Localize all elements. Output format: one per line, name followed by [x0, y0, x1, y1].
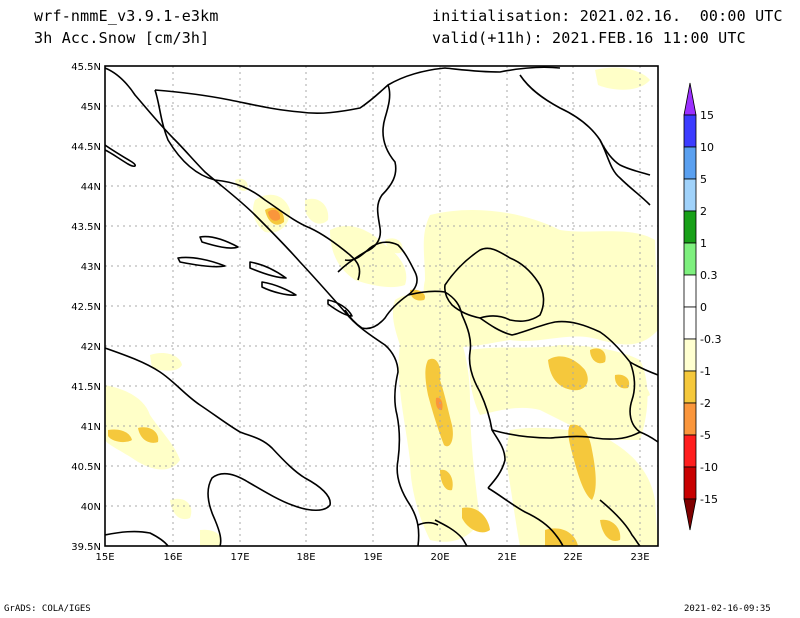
colorbar-label: -10: [700, 461, 718, 474]
init-time: initialisation: 2021.02.16. 00:00 UTC: [432, 7, 783, 25]
lat-label: 45N: [81, 102, 101, 113]
graticule: [105, 66, 658, 546]
colorbar-label: 10: [700, 141, 714, 154]
lat-label: 44N: [81, 182, 101, 193]
colorbar-swatch: [683, 114, 697, 148]
lat-label: 42N: [81, 342, 101, 353]
colorbar-label: 15: [700, 109, 714, 122]
credit-label: GrADS: COLA/IGES: [4, 604, 91, 614]
colorbar-swatch: [683, 434, 697, 468]
lat-label: 41.5N: [71, 382, 101, 393]
field-title: 3h Acc.Snow [cm/3h]: [34, 29, 210, 47]
snow-light-areas: [105, 67, 658, 546]
timestamp-label: 2021-02-16-09:35: [684, 604, 771, 614]
lat-label: 43N: [81, 262, 101, 273]
colorbar-label: 0.3: [700, 269, 718, 282]
lat-label: 42.5N: [71, 302, 101, 313]
colorbar-swatch: [683, 306, 697, 340]
colorbar-swatch: [683, 402, 697, 436]
lat-label: 39.5N: [71, 542, 101, 553]
colorbar-swatch: [683, 274, 697, 308]
longitude-labels: 15E 16E 17E 18E 19E 20E 21E 22E 23E: [95, 552, 649, 563]
lat-label: 41N: [81, 422, 101, 433]
colorbar-swatch: [683, 242, 697, 276]
lon-label: 17E: [230, 552, 249, 563]
colorbar-label: -2: [700, 397, 711, 410]
colorbar-label: -15: [700, 493, 718, 506]
lon-label: 23E: [630, 552, 649, 563]
valid-time: valid(+11h): 2021.FEB.16 11:00 UTC: [432, 29, 746, 47]
lon-label: 16E: [163, 552, 182, 563]
colorbar-swatch: [683, 146, 697, 180]
lon-label: 15E: [95, 552, 114, 563]
lon-label: 22E: [563, 552, 582, 563]
colorbar-labels: 15 10 5 2 1 0.3 0 -0.3 -1 -2 -5 -10 -15: [700, 109, 721, 506]
coastlines-and-borders: [105, 66, 658, 546]
colorbar-swatch: [683, 178, 697, 212]
lon-label: 18E: [296, 552, 315, 563]
colorbar-label: -0.3: [700, 333, 721, 346]
colorbar-swatch: [683, 466, 697, 500]
colorbar-swatch: [683, 210, 697, 244]
colorbar-label: -1: [700, 365, 711, 378]
lon-label: 19E: [363, 552, 382, 563]
map-area: [105, 66, 658, 546]
map-frame: [104, 65, 659, 547]
colorbar-label: 0: [700, 301, 707, 314]
lat-label: 43.5N: [71, 222, 101, 233]
lat-label: 40N: [81, 502, 101, 513]
lon-label: 21E: [497, 552, 516, 563]
colorbar-bottom-arrow: [683, 498, 697, 531]
lat-label: 40.5N: [71, 462, 101, 473]
lat-label: 44.5N: [71, 142, 101, 153]
colorbar-top-arrow: [683, 82, 697, 116]
snow-heavy-areas: [268, 209, 443, 411]
colorbar-label: -5: [700, 429, 711, 442]
model-title: wrf-nmmE_v3.9.1-e3km: [34, 7, 219, 25]
colorbar: [683, 82, 697, 531]
lat-label: 45.5N: [71, 62, 101, 73]
colorbar-swatch: [683, 338, 697, 372]
colorbar-swatch: [683, 370, 697, 404]
latitude-labels: 45.5N 45N 44.5N 44N 43.5N 43N 42.5N 42N …: [71, 62, 101, 553]
colorbar-label: 5: [700, 173, 707, 186]
colorbar-label: 2: [700, 205, 707, 218]
lon-label: 20E: [430, 552, 449, 563]
colorbar-label: 1: [700, 237, 707, 250]
